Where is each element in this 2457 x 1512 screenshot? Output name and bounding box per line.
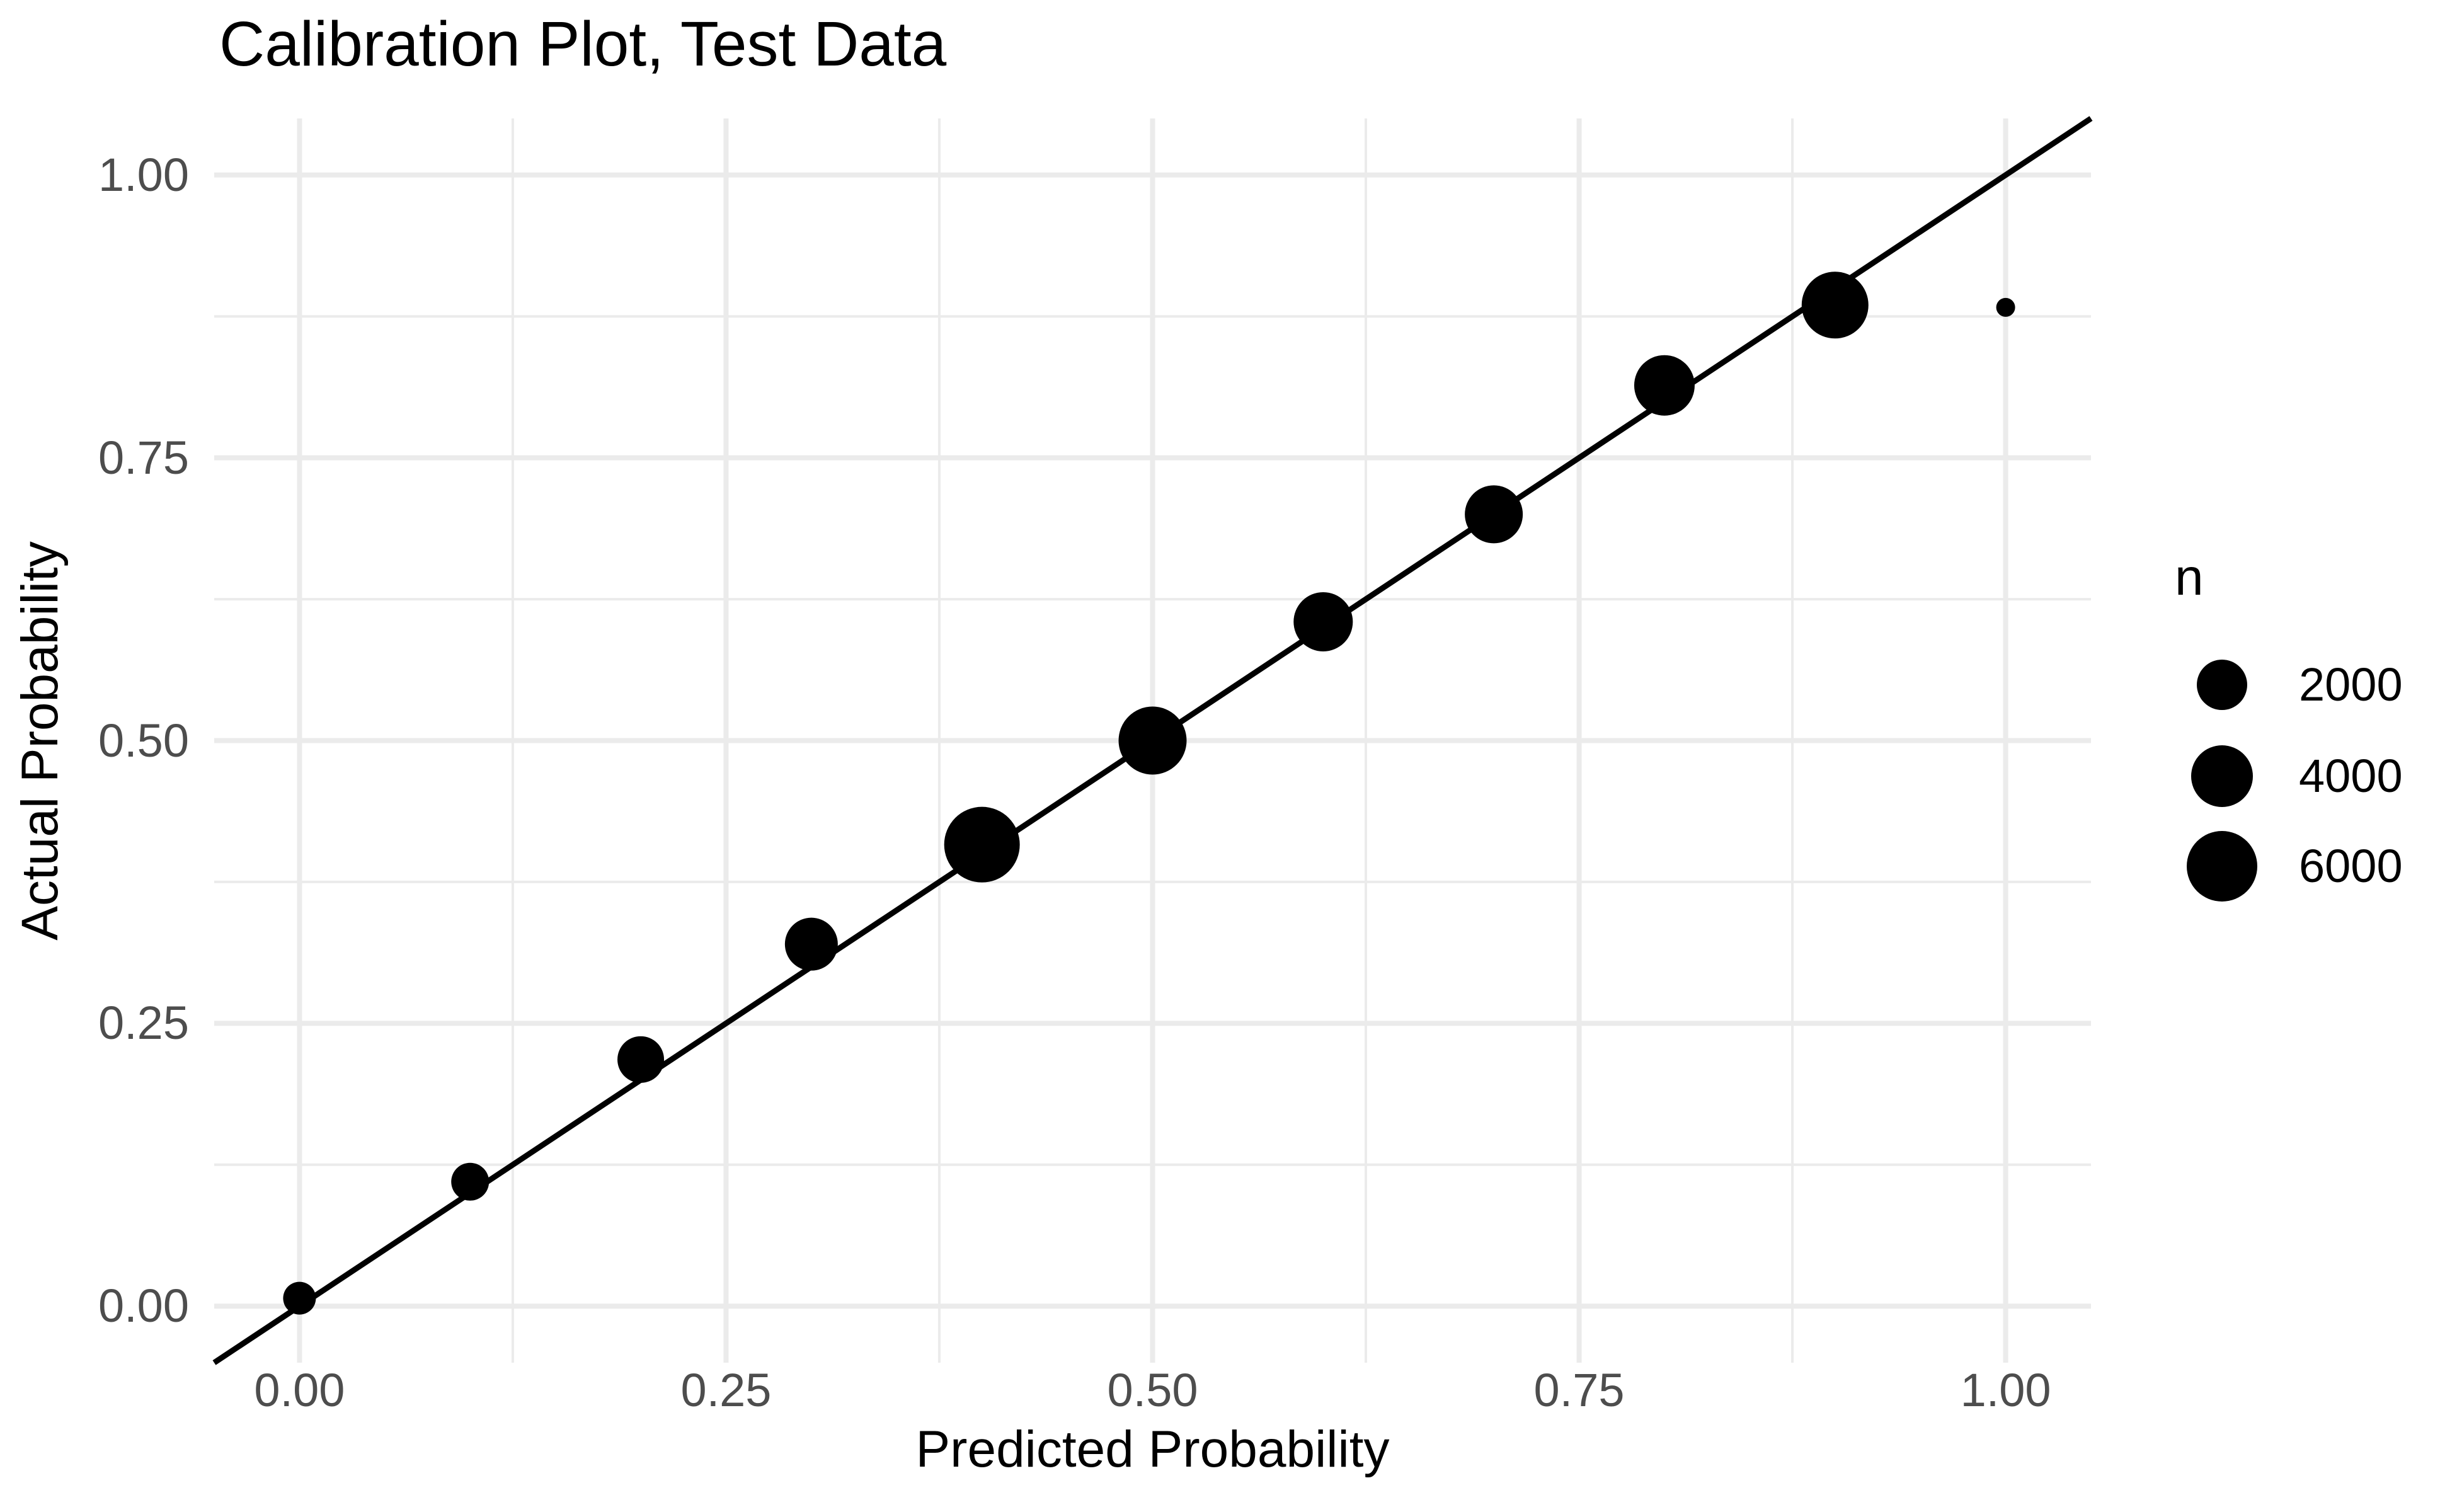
data-point	[1465, 485, 1523, 544]
legend-title: n	[2175, 549, 2204, 606]
data-point	[283, 1281, 316, 1315]
data-point	[451, 1162, 490, 1201]
y-tick-label: 0.00	[98, 1280, 189, 1332]
x-tick-label: 0.75	[1533, 1364, 1625, 1416]
legend-key-label: 6000	[2299, 840, 2403, 892]
legend-key-label: 4000	[2299, 750, 2403, 802]
x-tick-label: 0.50	[1107, 1364, 1198, 1416]
y-tick-label: 0.75	[98, 431, 189, 484]
x-tick-label: 0.00	[254, 1364, 345, 1416]
data-point	[784, 917, 838, 971]
x-tick-label: 1.00	[1960, 1364, 2051, 1416]
data-point	[1634, 355, 1695, 416]
chart-title: Calibration Plot, Test Data	[219, 9, 947, 79]
legend-key-dot	[2197, 660, 2247, 710]
y-tick-label: 0.50	[98, 714, 189, 767]
y-tick-label: 1.00	[98, 148, 189, 201]
data-point	[1293, 592, 1353, 651]
data-point	[617, 1036, 665, 1083]
data-point	[1801, 272, 1869, 339]
legend-key-dot	[2187, 831, 2257, 902]
data-point	[1118, 706, 1187, 775]
legend-key-label: 2000	[2299, 658, 2403, 711]
y-tick-label: 0.25	[98, 997, 189, 1050]
x-tick-label: 0.25	[680, 1364, 772, 1416]
legend-key-dot	[2191, 745, 2253, 807]
x-axis-title: Predicted Probability	[915, 1421, 1390, 1478]
data-point	[944, 806, 1020, 883]
data-point	[1996, 297, 2015, 317]
